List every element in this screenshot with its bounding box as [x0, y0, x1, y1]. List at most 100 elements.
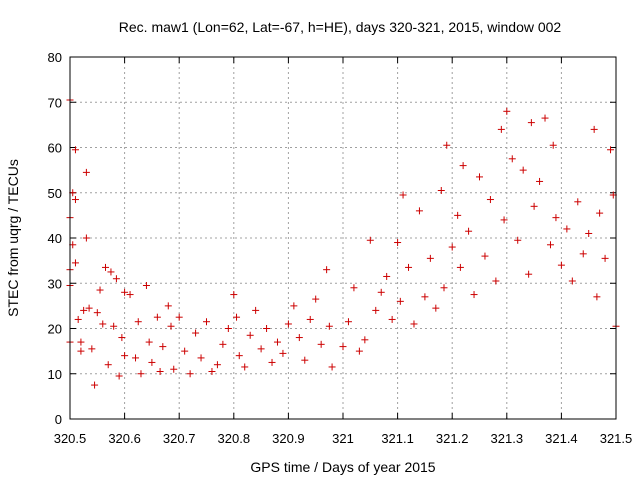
data-point: [252, 306, 260, 314]
data-point: [410, 320, 418, 328]
data-point: [596, 209, 604, 217]
data-point: [568, 277, 576, 285]
data-point: [514, 236, 522, 244]
data-point: [366, 236, 374, 244]
data-point: [164, 302, 172, 310]
data-point: [219, 340, 227, 348]
data-point: [579, 250, 587, 258]
data-point: [492, 277, 500, 285]
data-point: [312, 295, 320, 303]
data-point: [497, 125, 505, 133]
data-point: [203, 318, 210, 326]
data-point: [77, 338, 85, 346]
data-point: [317, 340, 325, 348]
y-tick-label: 30: [48, 276, 62, 291]
data-point: [71, 196, 79, 204]
data-point: [557, 261, 565, 269]
data-point: [295, 334, 303, 342]
data-point: [153, 313, 161, 321]
data-point: [426, 254, 434, 262]
data-point: [396, 297, 404, 305]
x-tick-label: 321.4: [545, 431, 578, 446]
data-points: [66, 96, 620, 389]
data-point: [88, 345, 96, 353]
x-tick-label: 321.3: [491, 431, 524, 446]
data-point: [192, 329, 200, 337]
data-point: [525, 270, 533, 278]
data-point: [137, 370, 145, 378]
data-point: [549, 141, 557, 149]
data-point: [145, 338, 153, 346]
data-point: [290, 302, 298, 310]
data-point: [85, 304, 93, 312]
data-point: [213, 361, 221, 369]
data-point: [107, 268, 115, 276]
y-tick-label: 70: [48, 95, 62, 110]
data-point: [175, 313, 183, 321]
data-point: [235, 352, 243, 360]
data-point: [527, 119, 535, 127]
data-point: [197, 354, 205, 362]
y-tick-label: 10: [48, 367, 62, 382]
data-point: [394, 239, 402, 247]
data-point: [546, 241, 554, 249]
data-point: [574, 198, 582, 206]
data-point: [476, 173, 483, 181]
data-point: [115, 372, 123, 380]
data-point: [339, 343, 347, 351]
x-tick-label: 320.7: [163, 431, 196, 446]
data-point: [470, 291, 478, 299]
y-tick-label: 60: [48, 141, 62, 156]
data-point: [93, 309, 101, 317]
data-point: [208, 367, 216, 375]
data-point: [443, 141, 451, 149]
data-point: [170, 365, 178, 373]
data-point: [134, 318, 142, 326]
data-point: [432, 304, 440, 312]
data-point: [263, 325, 271, 332]
data-point: [350, 284, 358, 292]
data-point: [112, 275, 120, 283]
data-point: [71, 259, 79, 267]
data-point: [241, 363, 249, 371]
data-point: [230, 291, 238, 299]
data-point: [186, 370, 194, 378]
data-point: [536, 177, 544, 185]
data-point: [159, 343, 167, 351]
x-tick-label: 321: [332, 431, 354, 446]
data-point: [126, 291, 134, 299]
data-point: [448, 243, 456, 251]
data-point: [80, 306, 88, 314]
data-point: [415, 207, 423, 215]
data-point: [486, 196, 494, 204]
x-tick-label: 320.9: [272, 431, 305, 446]
data-point: [268, 358, 276, 366]
data-point: [541, 114, 549, 122]
data-point: [279, 349, 287, 357]
data-point: [607, 146, 615, 154]
data-point: [388, 315, 396, 323]
data-point: [530, 202, 538, 210]
data-point: [167, 322, 175, 330]
data-point: [77, 347, 85, 355]
data-point: [344, 318, 352, 326]
data-point: [96, 286, 104, 294]
data-point: [284, 320, 292, 328]
x-axis-label: GPS time / Days of year 2015: [250, 459, 435, 475]
data-point: [500, 216, 508, 224]
data-point: [74, 315, 82, 323]
data-point: [399, 191, 407, 199]
x-tick-label: 320.6: [108, 431, 141, 446]
data-point: [142, 282, 150, 290]
data-point: [224, 325, 232, 332]
y-tick-label: 80: [48, 50, 62, 65]
data-point: [99, 320, 107, 328]
data-point: [118, 334, 126, 342]
data-point: [82, 168, 90, 176]
data-point: [110, 322, 118, 330]
x-tick-label: 320.5: [54, 431, 87, 446]
x-tick-label: 320.8: [218, 431, 251, 446]
grid-lines: [70, 57, 616, 419]
data-point: [590, 125, 598, 133]
data-point: [405, 263, 413, 271]
